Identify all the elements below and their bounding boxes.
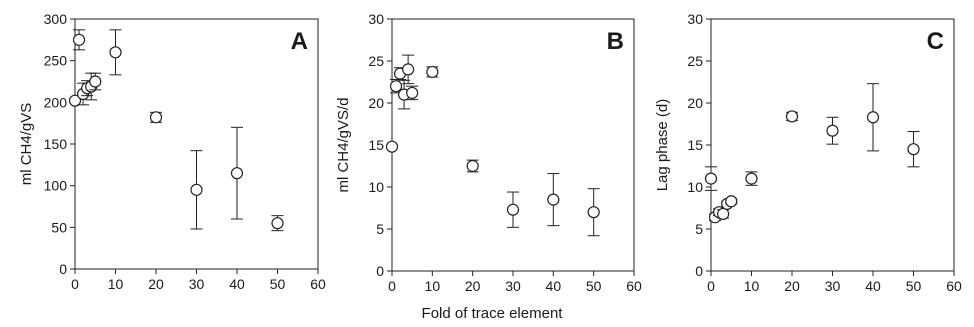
- y-tick-label: 150: [44, 136, 68, 152]
- y-tick-label: 200: [44, 94, 68, 110]
- y-axis-label: ml CH4/gVS: [18, 103, 35, 186]
- y-tick-label: 25: [368, 53, 384, 69]
- x-tick-label: 30: [189, 276, 205, 292]
- y-tick-label: 20: [687, 95, 703, 111]
- x-tick-label: 30: [505, 278, 521, 294]
- data-point: [587, 206, 600, 219]
- y-tick-label: 0: [59, 261, 67, 277]
- y-tick-label: 100: [44, 178, 68, 194]
- x-tick-label: 10: [744, 278, 760, 294]
- data-point: [704, 172, 718, 185]
- x-tick-label: 60: [946, 278, 962, 294]
- data-point: [389, 80, 403, 93]
- data-point: [717, 207, 730, 220]
- data-point: [547, 193, 560, 206]
- x-tick-label: 20: [465, 278, 481, 294]
- x-tick-label: 10: [425, 278, 441, 294]
- x-tick-label: 60: [310, 276, 326, 292]
- x-tick-label: 0: [71, 276, 79, 292]
- data-point: [506, 203, 520, 216]
- y-tick-label: 5: [695, 221, 703, 237]
- y-axis-label: ml CH4/gVS/d: [335, 97, 352, 192]
- panel-letter-b: B: [607, 28, 624, 55]
- data-point: [230, 167, 244, 180]
- data-point: [385, 140, 399, 153]
- x-tick-label: 0: [707, 278, 715, 294]
- plot-frame: [391, 18, 635, 272]
- y-tick-label: 0: [695, 263, 703, 279]
- data-point: [785, 110, 799, 123]
- y-tick-label: 0: [376, 263, 384, 279]
- x-tick-label: 50: [906, 278, 922, 294]
- data-point: [866, 111, 880, 124]
- chart-panel-b: 0 5 10 15 20 25 30 0 10 20 30 40 50 60 ml CH4/gVS/d B: [335, 11, 642, 294]
- panel-letter-c: C: [927, 28, 944, 55]
- data-point: [72, 33, 86, 46]
- y-tick-label: 250: [44, 53, 68, 69]
- y-tick-label: 30: [368, 11, 384, 27]
- x-tick-label: 50: [270, 276, 286, 292]
- y-tick-label: 30: [687, 11, 703, 27]
- data-point: [426, 65, 439, 79]
- y-tick-label: 50: [51, 219, 67, 235]
- y-tick-label: 15: [687, 137, 703, 153]
- data-point: [907, 143, 920, 156]
- y-tick-label: 15: [368, 137, 384, 153]
- x-tick-label: 10: [108, 276, 124, 292]
- x-tick-label: 50: [586, 278, 602, 294]
- x-tick-label: 30: [825, 278, 841, 294]
- data-point: [190, 183, 203, 196]
- y-tick-label: 25: [687, 53, 703, 69]
- y-tick-label: 10: [368, 179, 384, 195]
- y-tick-label: 10: [687, 179, 703, 195]
- data-point: [725, 195, 738, 208]
- x-tick-label: 20: [148, 276, 164, 292]
- x-tick-label: 40: [546, 278, 562, 294]
- data-point: [406, 86, 419, 100]
- data-point: [109, 46, 122, 59]
- data-point: [745, 172, 758, 185]
- data-point: [826, 124, 839, 137]
- data-point: [271, 217, 284, 230]
- y-tick-label: 20: [368, 95, 384, 111]
- data-point: [149, 111, 163, 124]
- x-tick-label: 40: [865, 278, 881, 294]
- x-tick-label: 20: [784, 278, 800, 294]
- x-tick-label: 60: [626, 278, 642, 294]
- shared-x-axis-label: Fold of trace element: [422, 305, 564, 322]
- data-point: [68, 94, 82, 107]
- chart-panel-a: 0 50 100 150 200 250 300 0 10 20 30 40 50 60 ml CH4/gV…: [18, 11, 326, 292]
- data-point: [89, 75, 102, 88]
- data-point: [466, 159, 479, 173]
- chart-panel-c: 0 5 10 15 20 25 30 0 10 20 30 40 50 60 Lag phase (d) C: [654, 11, 962, 294]
- y-tick-label: 5: [376, 221, 384, 237]
- x-tick-label: 0: [388, 278, 396, 294]
- x-tick-label: 40: [229, 276, 245, 292]
- y-tick-label: 300: [44, 11, 68, 27]
- data-point: [402, 63, 415, 76]
- panel-letter-a: A: [291, 28, 308, 55]
- y-axis-label: Lag phase (d): [654, 99, 671, 192]
